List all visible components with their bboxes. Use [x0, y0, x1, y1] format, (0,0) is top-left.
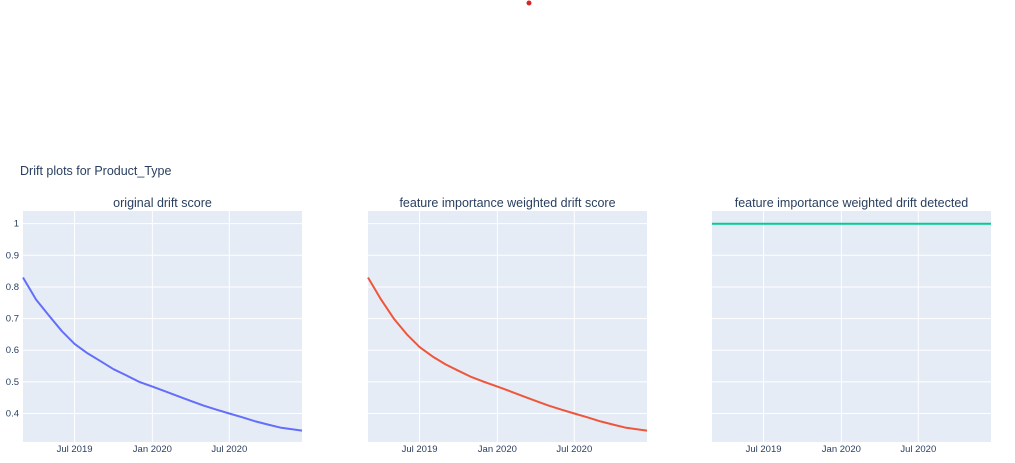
- subplot-title: feature importance weighted drift score: [399, 196, 615, 210]
- y-tick-label: 0.6: [6, 345, 19, 356]
- red-marker-dot: [526, 0, 532, 6]
- x-tick-label: Jan 2020: [822, 444, 861, 455]
- plot-background: [712, 211, 991, 442]
- subplot-title: feature importance weighted drift detect…: [735, 196, 969, 210]
- subplot-2: Jul 2019 Jan 2020 Jul 2020 feature importan…: [367, 196, 648, 455]
- x-tick-label: Jul 2020: [211, 444, 247, 455]
- subplot-3: Jul 2019 Jan 2020 Jul 2020 feature importan…: [712, 196, 991, 455]
- x-tick-label: Jul 2019: [402, 444, 438, 455]
- x-tick-label: Jan 2020: [478, 444, 517, 455]
- subplot-grid: Jul 2019 Jan 2020 Jul 2020 0.4 0.5 0.6 0.7 0.8 0…: [6, 196, 991, 455]
- y-tick-label: 0.9: [6, 250, 19, 261]
- x-tick-label: Jul 2020: [556, 444, 592, 455]
- x-tick-label: Jul 2019: [57, 444, 93, 455]
- series-line: [367, 276, 648, 432]
- y-tick-label: 0.8: [6, 282, 19, 293]
- figure-title: Drift plots for Product_Type: [20, 164, 172, 178]
- x-tick-label: Jul 2020: [900, 444, 936, 455]
- x-tick-label: Jan 2020: [133, 444, 172, 455]
- x-tick-label: Jul 2019: [746, 444, 782, 455]
- plot-background: [368, 211, 647, 442]
- plot-background: [23, 211, 302, 442]
- y-tick-label: 0.5: [6, 377, 19, 388]
- y-tick-label: 0.4: [6, 409, 19, 420]
- y-tick-label: 1: [14, 219, 19, 230]
- subplot-1: Jul 2019 Jan 2020 Jul 2020 0.4 0.5 0.6 0.7 0.8 0…: [6, 196, 303, 455]
- series-line: [22, 276, 303, 432]
- subplot-title: original drift score: [113, 196, 212, 210]
- y-tick-label: 0.7: [6, 314, 19, 325]
